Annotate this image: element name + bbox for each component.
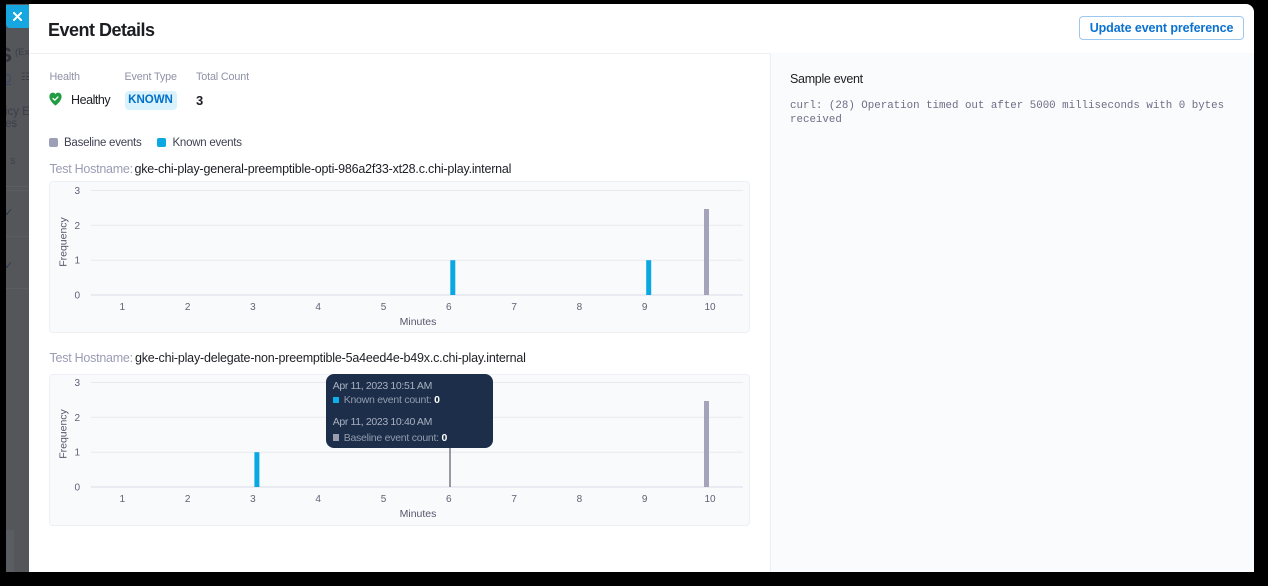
svg-text:9: 9 [641,302,647,313]
svg-text:8: 8 [576,302,582,313]
svg-text:2: 2 [184,302,190,313]
svg-text:3: 3 [250,302,256,313]
svg-text:1: 1 [119,494,125,505]
svg-text:8: 8 [576,494,582,505]
svg-text:6: 6 [446,302,452,313]
svg-text:Minutes: Minutes [399,508,436,520]
svg-text:0: 0 [74,482,80,493]
svg-text:10: 10 [704,494,716,505]
svg-text:7: 7 [511,494,517,505]
svg-text:10: 10 [704,302,716,313]
svg-text:7: 7 [511,302,517,313]
svg-text:1: 1 [74,447,80,458]
svg-text:2: 2 [74,220,80,231]
svg-text:5: 5 [380,302,386,313]
svg-text:0: 0 [74,290,80,301]
svg-text:5: 5 [380,494,386,505]
svg-text:9: 9 [641,494,647,505]
svg-text:1: 1 [74,255,80,266]
svg-text:3: 3 [74,186,80,197]
svg-text:4: 4 [315,494,321,505]
svg-text:2: 2 [74,412,80,423]
svg-text:3: 3 [74,378,80,389]
svg-text:Frequency: Frequency [57,216,69,266]
svg-text:1: 1 [119,302,125,313]
svg-text:6: 6 [446,494,452,505]
svg-text:4: 4 [315,302,321,313]
svg-text:2: 2 [184,494,190,505]
svg-text:Frequency: Frequency [57,408,69,458]
svg-text:3: 3 [250,494,256,505]
svg-text:Minutes: Minutes [399,316,436,328]
